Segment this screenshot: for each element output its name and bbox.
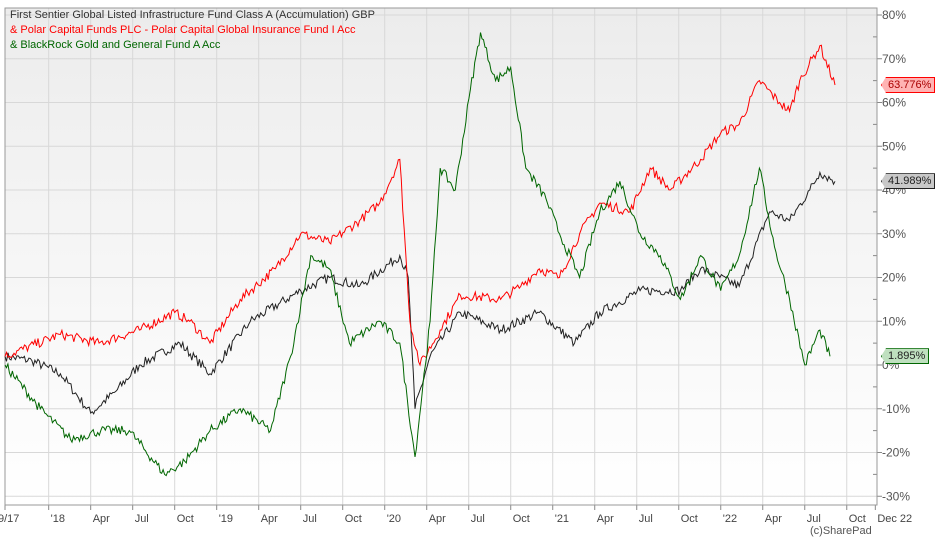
last-value-badge: 1.895% <box>881 348 930 365</box>
x-tick-label: Jul <box>471 513 485 525</box>
x-tick-label: Oct <box>345 513 362 525</box>
x-tick-label: Apr <box>93 513 110 525</box>
y-tick-label: 60% <box>882 96 906 110</box>
x-tick-label: Dec 22 <box>877 513 912 525</box>
x-tick-label: Oct <box>681 513 698 525</box>
x-tick-label: Jul <box>303 513 317 525</box>
x-tick-label: Oct <box>177 513 194 525</box>
x-tick-label: '19 <box>219 513 233 525</box>
plot-background <box>5 8 877 505</box>
y-tick-label: -30% <box>882 489 910 503</box>
x-tick-label: Jul <box>807 513 821 525</box>
x-tick-label: Apr <box>429 513 446 525</box>
x-tick-label: '18 <box>51 513 65 525</box>
series-line-0 <box>4 170 836 415</box>
y-tick-label: 80% <box>882 8 906 22</box>
x-tick-label: Apr <box>261 513 278 525</box>
x-tick-label: Jul <box>135 513 149 525</box>
x-tick-label: Jul <box>639 513 653 525</box>
legend-entry-blackrock: & BlackRock Gold and General Fund A Acc <box>10 39 221 51</box>
x-tick-label: '21 <box>555 513 569 525</box>
credit: (c)SharePad <box>810 525 872 537</box>
x-tick-label: '22 <box>723 513 737 525</box>
x-tick-label: Oct <box>849 513 866 525</box>
x-tick-label: Oct <box>513 513 530 525</box>
y-tick-label: -20% <box>882 446 910 460</box>
last-value-badge: 41.989% <box>881 173 935 190</box>
y-tick-label: 10% <box>882 314 906 328</box>
plot-border <box>4 7 878 506</box>
legend-entry-polar-capital: & Polar Capital Funds PLC - Polar Capita… <box>10 24 356 36</box>
legend: First Sentier Global Listed Infrastructu… <box>10 8 375 53</box>
y-tick-label: 50% <box>882 139 906 153</box>
series-line-1 <box>4 44 836 367</box>
y-tick-label: 20% <box>882 271 906 285</box>
x-tick-label: Apr <box>597 513 614 525</box>
last-value-badge: 63.776% <box>881 77 935 93</box>
x-tick-label: '20 <box>387 513 401 525</box>
y-tick-label: 70% <box>882 52 906 66</box>
series-line-2 <box>4 32 831 477</box>
x-tick-label: Apr <box>765 513 782 525</box>
y-tick-label: 30% <box>882 227 906 241</box>
y-tick-label: -10% <box>882 402 910 416</box>
x-tick-label: 26/9/17 <box>0 513 19 525</box>
legend-entry-first-sentier: First Sentier Global Listed Infrastructu… <box>10 9 375 21</box>
